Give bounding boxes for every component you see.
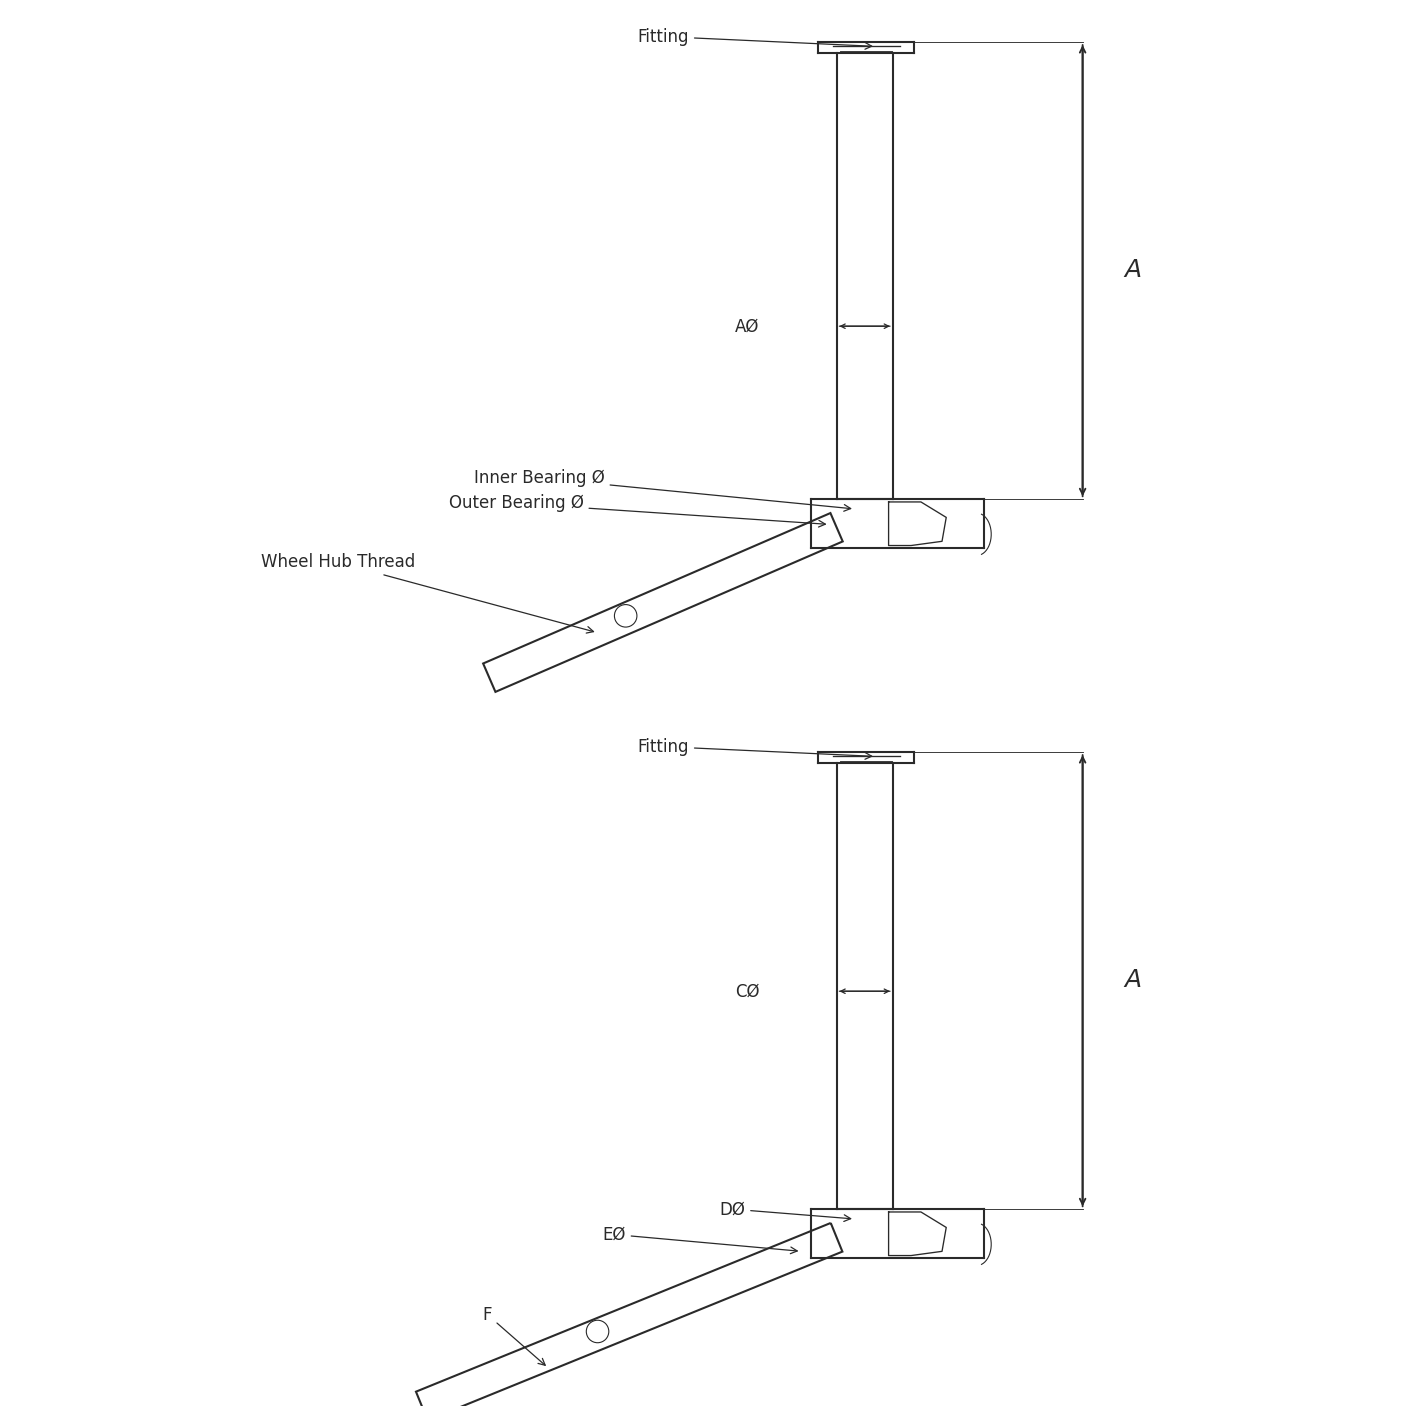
Text: Wheel Hub Thread: Wheel Hub Thread [260, 554, 593, 633]
Text: DØ: DØ [720, 1201, 851, 1222]
Text: AØ: AØ [735, 318, 759, 335]
Text: CØ: CØ [735, 983, 759, 1000]
Text: A: A [1125, 967, 1142, 993]
Text: A: A [1125, 257, 1142, 283]
Text: Fitting: Fitting [637, 28, 872, 49]
Text: Inner Bearing Ø: Inner Bearing Ø [474, 470, 851, 512]
Text: Fitting: Fitting [637, 738, 872, 759]
Text: F: F [482, 1306, 546, 1365]
Text: EØ: EØ [602, 1226, 797, 1254]
Text: Outer Bearing Ø: Outer Bearing Ø [449, 495, 825, 527]
